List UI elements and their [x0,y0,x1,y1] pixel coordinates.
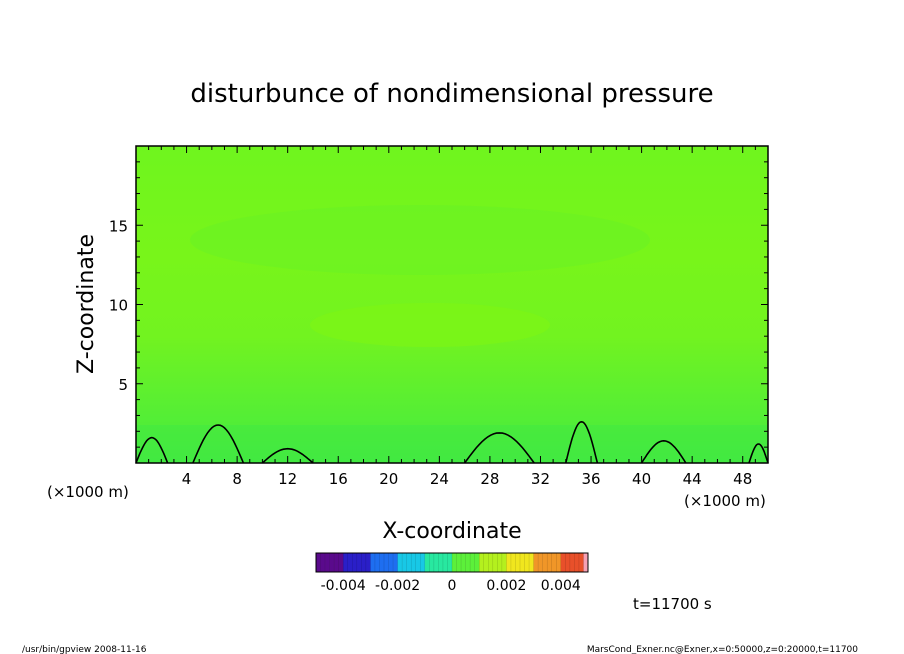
heatmap-patch-middle [310,303,550,347]
colorbar-swatch [556,553,562,572]
colorbar-swatch [506,553,512,572]
x-tick-label: 20 [379,470,398,488]
colorbar-swatch [361,553,367,572]
x-tick-label: 16 [329,470,348,488]
colorbar-swatch [479,553,485,572]
colorbar-swatch [406,553,412,572]
colorbar-swatch [365,553,371,572]
footer-left: /usr/bin/gpview 2008-11-16 [22,645,147,654]
colorbar-tick-label: 0.004 [541,578,581,594]
colorbar-swatch [420,553,426,572]
colorbar-swatch [356,553,362,572]
colorbar-swatch [374,553,380,572]
x-axis-label: X-coordinate [382,519,521,544]
colorbar-swatch [343,553,349,572]
colorbar-swatch [338,553,344,572]
colorbar-swatch [393,553,398,572]
x-axis-ticks: 4 8 12 16 20 24 28 32 36 40 44 48 [135,146,769,488]
colorbar-swatch [429,553,435,572]
x-tick-label: 12 [278,470,297,488]
colorbar-swatch [347,553,353,572]
colorbar-swatch [551,553,557,572]
x-tick-label: 48 [733,470,752,488]
x-unit-label-right: (×1000 m) [684,492,766,510]
colorbar-swatch [510,553,516,572]
colorbar-swatch [565,553,571,572]
x-tick-label: 40 [632,470,651,488]
colorbar-swatch [578,553,584,572]
colorbar-swatch [470,553,475,572]
colorbar-tick-label: 0 [448,578,457,594]
colorbar-swatch [461,553,466,572]
colorbar-swatch [529,553,534,572]
y-axis-ticks: 5 10 15 [109,145,768,464]
colorbar-swatch [474,553,480,572]
colorbar-swatch [424,553,430,572]
y-tick-label: 5 [118,376,128,394]
colorbar-swatch [370,553,376,572]
colorbar-swatch [379,553,385,572]
colorbar-swatch [411,553,417,572]
time-annotation: t=11700 s [633,595,712,613]
colorbar-swatch [456,553,462,572]
chart-title: disturbunce of nondimensional pressure [190,79,713,109]
colorbar-swatch [542,553,548,572]
colorbar-swatch [497,553,503,572]
colorbar-swatch [334,553,339,572]
x-tick-label: 8 [232,470,242,488]
colorbar-swatch [415,553,421,572]
colorbar-swatch [533,553,539,572]
x-tick-label: 36 [581,470,600,488]
colorbar-tick-label: -0.004 [321,578,366,594]
colorbar-swatch [515,553,521,572]
x-tick-label: 32 [531,470,550,488]
colorbar-swatch [384,553,389,572]
zero-contour-line [135,420,769,464]
x-unit-label-left: (×1000 m) [47,483,129,501]
colorbar-swatch [547,553,553,572]
y-tick-label: 10 [109,297,128,315]
y-axis-label: Z-coordinate [74,234,99,374]
x-tick-label: 28 [480,470,499,488]
colorbar-swatch [483,553,489,572]
x-tick-label: 44 [683,470,702,488]
colorbar-tick-label: -0.002 [375,578,420,594]
colorbar-swatch [492,553,498,572]
colorbar-swatch [583,553,589,572]
colorbar-swatch [388,553,394,572]
colorbar-swatch [447,553,453,572]
footer-right: MarsCond_Exner.nc@Exner,x=0:50000,z=0:20… [587,645,858,654]
colorbar: -0.004 -0.002 0 0.002 0.004 [315,552,589,594]
colorbar-tick-label: 0.002 [486,578,526,594]
colorbar-swatch [465,553,471,572]
colorbar-swatch [325,553,330,572]
colorbar-swatch [433,553,439,572]
colorbar-swatch [488,553,494,572]
colorbar-swatch [402,553,407,572]
colorbar-swatch [329,553,335,572]
colorbar-swatch [438,553,444,572]
colorbar-frame [315,552,589,573]
colorbar-swatch [538,553,543,572]
colorbar-swatch [520,553,525,572]
colorbar-swatch [524,553,530,572]
x-tick-label: 4 [182,470,192,488]
colorbar-swatch [442,553,448,572]
colorbar-swatch [320,553,326,572]
colorbar-swatch [352,553,358,572]
heatmap-patch-upper [190,205,650,275]
colorbar-swatch [397,553,403,572]
x-tick-label: 24 [430,470,449,488]
colorbar-swatch [452,553,457,572]
colorbar-swatch [574,553,580,572]
heatmap-surface-layer [136,425,768,463]
colorbar-swatch [316,553,321,572]
y-tick-label: 15 [109,217,128,235]
colorbar-swatch [501,553,507,572]
colorbar-swatch [569,553,575,572]
colorbar-swatch [560,553,566,572]
